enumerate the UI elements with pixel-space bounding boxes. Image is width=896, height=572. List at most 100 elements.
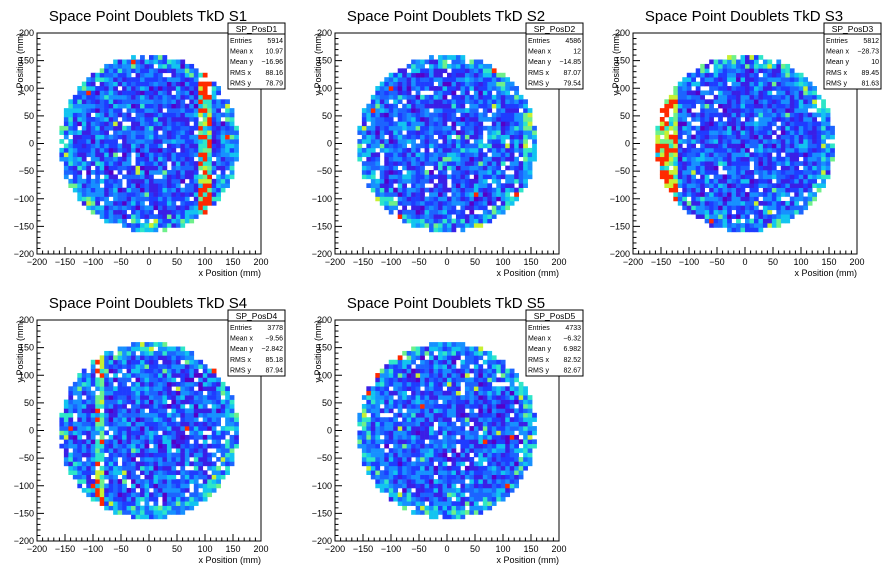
heatmap-bin bbox=[131, 448, 136, 453]
heatmap-bin bbox=[90, 377, 96, 383]
heatmap-bin bbox=[202, 461, 208, 467]
heatmap-bin bbox=[171, 439, 177, 445]
heatmap-bin bbox=[361, 161, 367, 166]
heatmap-bin bbox=[68, 147, 74, 153]
heatmap-bin bbox=[140, 214, 145, 219]
heatmap-bin bbox=[108, 496, 114, 502]
heatmap-bin bbox=[415, 72, 421, 78]
heatmap-bin bbox=[157, 121, 163, 127]
heatmap-bin bbox=[104, 218, 109, 224]
heatmap-bin bbox=[370, 187, 376, 193]
heatmap-bin bbox=[166, 403, 172, 409]
heatmap-bin bbox=[718, 178, 723, 184]
heatmap-bin bbox=[388, 178, 394, 184]
heatmap-bin bbox=[220, 443, 226, 449]
heatmap-bin bbox=[397, 192, 403, 197]
heatmap-bin bbox=[433, 161, 439, 166]
heatmap-bin bbox=[193, 116, 199, 122]
heatmap-bin bbox=[420, 63, 425, 69]
heatmap-bin bbox=[126, 377, 132, 383]
heatmap-bin bbox=[162, 121, 168, 127]
heatmap-bin bbox=[379, 116, 385, 122]
heatmap-bin bbox=[393, 121, 399, 127]
heatmap-bin bbox=[816, 156, 822, 162]
y-tick-label: 50 bbox=[322, 111, 332, 121]
heatmap-bin bbox=[157, 192, 163, 197]
heatmap-bin bbox=[189, 77, 195, 82]
heatmap-bin bbox=[180, 470, 186, 475]
heatmap-bin bbox=[415, 200, 421, 206]
heatmap-bin bbox=[113, 165, 118, 171]
heatmap-bin bbox=[713, 156, 719, 162]
heatmap-bin bbox=[370, 116, 376, 122]
heatmap-bin bbox=[736, 174, 741, 180]
heatmap-bin bbox=[460, 90, 466, 96]
heatmap-bin bbox=[140, 112, 145, 118]
heatmap-bin bbox=[727, 90, 732, 96]
heatmap-bin bbox=[370, 147, 376, 153]
heatmap-bin bbox=[149, 426, 154, 431]
heatmap-bin bbox=[429, 152, 434, 158]
heatmap-bin bbox=[393, 81, 399, 87]
heatmap-bin bbox=[135, 139, 141, 144]
heatmap-bin bbox=[370, 178, 376, 184]
heatmap-bin bbox=[361, 165, 367, 171]
heatmap-cells bbox=[59, 342, 239, 520]
heatmap-bin bbox=[95, 116, 101, 122]
heatmap-bin bbox=[780, 218, 786, 224]
heatmap-bin bbox=[740, 72, 746, 78]
heatmap-bin bbox=[753, 143, 759, 149]
heatmap-bin bbox=[117, 465, 123, 471]
heatmap-bin bbox=[429, 223, 434, 228]
heatmap-bin bbox=[803, 170, 809, 175]
heatmap-bin bbox=[722, 108, 728, 113]
heatmap-bin bbox=[673, 112, 679, 118]
heatmap-bin bbox=[393, 125, 399, 131]
heatmap-bin bbox=[473, 63, 479, 69]
stats-value: 12 bbox=[573, 49, 581, 56]
heatmap-bin bbox=[184, 130, 190, 135]
heatmap-bin bbox=[397, 121, 403, 127]
heatmap-bin bbox=[198, 390, 204, 396]
heatmap-bin bbox=[509, 86, 515, 91]
heatmap-bin bbox=[798, 174, 804, 180]
heatmap-bin bbox=[473, 156, 479, 162]
heatmap-bin bbox=[77, 448, 83, 453]
heatmap-bin bbox=[211, 395, 217, 400]
heatmap-bin bbox=[767, 112, 773, 118]
heatmap-bin bbox=[745, 55, 750, 60]
heatmap-bin bbox=[193, 399, 199, 405]
heatmap-bin bbox=[126, 103, 132, 109]
heatmap-bin bbox=[189, 377, 195, 383]
heatmap-bin bbox=[77, 147, 83, 153]
heatmap-bin bbox=[402, 77, 407, 82]
heatmap-bin bbox=[175, 72, 181, 78]
heatmap-bin bbox=[68, 434, 74, 440]
heatmap-bin bbox=[140, 439, 145, 445]
heatmap-bin bbox=[180, 139, 186, 144]
heatmap-bin bbox=[140, 77, 145, 82]
heatmap-bin bbox=[59, 152, 65, 158]
heatmap-bin bbox=[505, 121, 511, 127]
heatmap-bin bbox=[460, 112, 466, 118]
heatmap-bin bbox=[402, 156, 407, 162]
heatmap-bin bbox=[184, 399, 190, 405]
heatmap-bin bbox=[189, 134, 195, 140]
heatmap-bin bbox=[77, 430, 83, 436]
heatmap-bin bbox=[780, 108, 786, 113]
heatmap-bin bbox=[776, 86, 782, 91]
heatmap-bin bbox=[104, 196, 109, 202]
heatmap-bin bbox=[482, 170, 488, 175]
heatmap-bin bbox=[131, 350, 136, 356]
heatmap-bin bbox=[198, 174, 204, 180]
heatmap-bin bbox=[771, 121, 777, 127]
heatmap-bin bbox=[216, 412, 221, 418]
x-tick-label: −150 bbox=[55, 257, 75, 267]
heatmap-bin bbox=[713, 139, 719, 144]
heatmap-bin bbox=[126, 373, 132, 378]
heatmap-bin bbox=[166, 130, 172, 135]
heatmap-bin bbox=[149, 421, 154, 427]
heatmap-bin bbox=[424, 112, 430, 118]
heatmap-bin bbox=[216, 99, 221, 105]
heatmap-bin bbox=[731, 77, 737, 82]
